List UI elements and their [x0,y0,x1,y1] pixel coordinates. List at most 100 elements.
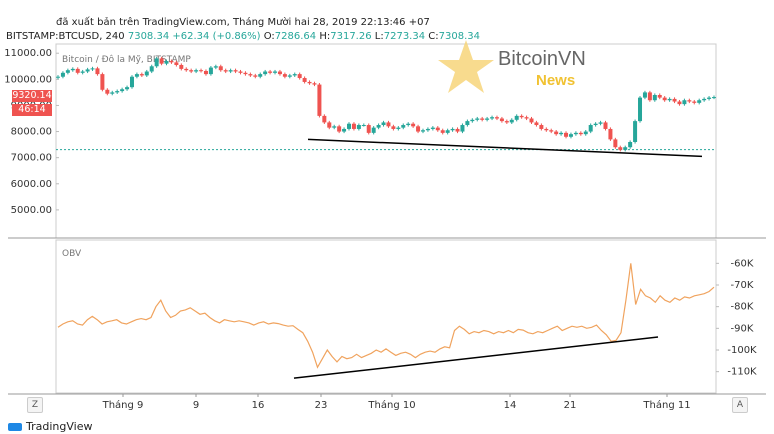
candle-body [712,97,716,99]
candle-body [248,74,253,76]
candle-body [297,74,302,79]
candle-body [361,125,366,127]
obv-trendline [293,336,659,379]
candle-body [199,70,204,72]
auto-scale-button[interactable]: A [732,397,748,413]
candle-body [430,127,435,129]
candle-body [480,118,485,120]
candle-body [514,115,519,120]
candle-body [65,70,70,73]
watermark-line2: News [536,72,576,89]
candle-body [129,76,134,88]
candle-body [90,68,95,70]
candle-body [549,130,554,132]
obv-tick-label: -60K [731,258,754,269]
candle-body [455,128,460,132]
close-label: C: [428,31,439,42]
candle-body [110,92,115,94]
candle-body [317,84,322,116]
candle-body [707,97,712,99]
candle-body [667,98,672,101]
candle-body [578,132,583,135]
candle-body [332,126,337,128]
candle-body [702,98,707,101]
candle-body [445,130,450,133]
candle-body [60,72,65,77]
candle-body [608,128,613,140]
candle-body [638,97,643,122]
candle-body [401,125,406,128]
x-tick-label: 9 [193,400,199,411]
x-tick-label: 23 [315,400,328,411]
candle-body [302,78,307,82]
price-trendline [307,138,703,158]
candle-body [95,68,100,75]
candle-body [312,83,317,85]
x-tick-label: Tháng 11 [642,399,690,411]
zoom-button[interactable]: Z [27,397,43,413]
candle-body [213,66,218,68]
candle-body [504,121,509,123]
open-value: 7286.64 [274,31,317,42]
price-tick-label: 7000.00 [11,153,52,164]
candle-body [381,122,386,126]
candle-body [529,118,534,123]
price-tag: 9320.14 [12,90,52,102]
symbol-label: BITSTAMP:BTCUSD, 240 [6,31,125,42]
candle-body [490,117,495,119]
candle-body [386,122,391,127]
candle-body [238,71,243,73]
footer-brand: TradingView [8,420,92,433]
candle-body [633,121,638,142]
ohlc-bar: BITSTAMP:BTCUSD, 240 7308.34 +62.34 (+0.… [6,31,480,42]
candle-body [618,147,623,150]
candle-body [253,75,258,77]
candle-body [539,125,544,129]
candle-body [273,71,278,73]
candle-body [554,131,559,135]
candle-body [228,70,233,72]
candle-body [144,71,149,76]
candle-body [154,58,159,67]
high-value: 7317.26 [330,31,372,42]
price-tick-label: 8000.00 [11,127,52,138]
candle-body [598,122,603,124]
watermark-logo: BitcoinVN News [436,38,596,96]
obv-tick-label: -70K [731,280,754,291]
chart-header: đã xuất bản trên TradingView.com, Tháng … [0,0,774,46]
change-value: +62.34 (+0.86%) [172,31,261,42]
candle-body [396,127,401,129]
obv-legend: OBV [62,249,82,259]
candle-body [494,117,499,119]
candle-body [559,132,564,135]
candle-body [647,92,652,101]
price-legend: Bitcoin / Đô la Mỹ, BITSTAMP [62,54,191,65]
candle-body [391,126,396,129]
candle-body [356,125,361,129]
candle-body [174,62,179,65]
candle-body [125,87,130,90]
candle-body [292,74,297,76]
candle-body [233,70,238,72]
star-icon [438,40,494,93]
candle-body [425,128,430,131]
candle-body [159,58,164,64]
candle-body [499,118,504,122]
candle-body [179,64,184,69]
x-tick-label: Tháng 9 [102,399,144,411]
x-tick-label: 14 [504,400,517,411]
candle-body [263,71,268,75]
candle-body [524,117,529,119]
candle-body [534,122,539,126]
candle-body [470,119,475,122]
candle-body [243,72,248,75]
tradingview-icon [8,423,22,431]
candle-body [100,74,105,90]
candle-body [564,132,569,137]
candle-body [406,123,411,126]
candle-body [613,139,618,148]
candle-body [682,100,687,105]
candle-body [327,122,332,128]
candle-body [416,126,421,132]
candle-body [662,97,667,101]
